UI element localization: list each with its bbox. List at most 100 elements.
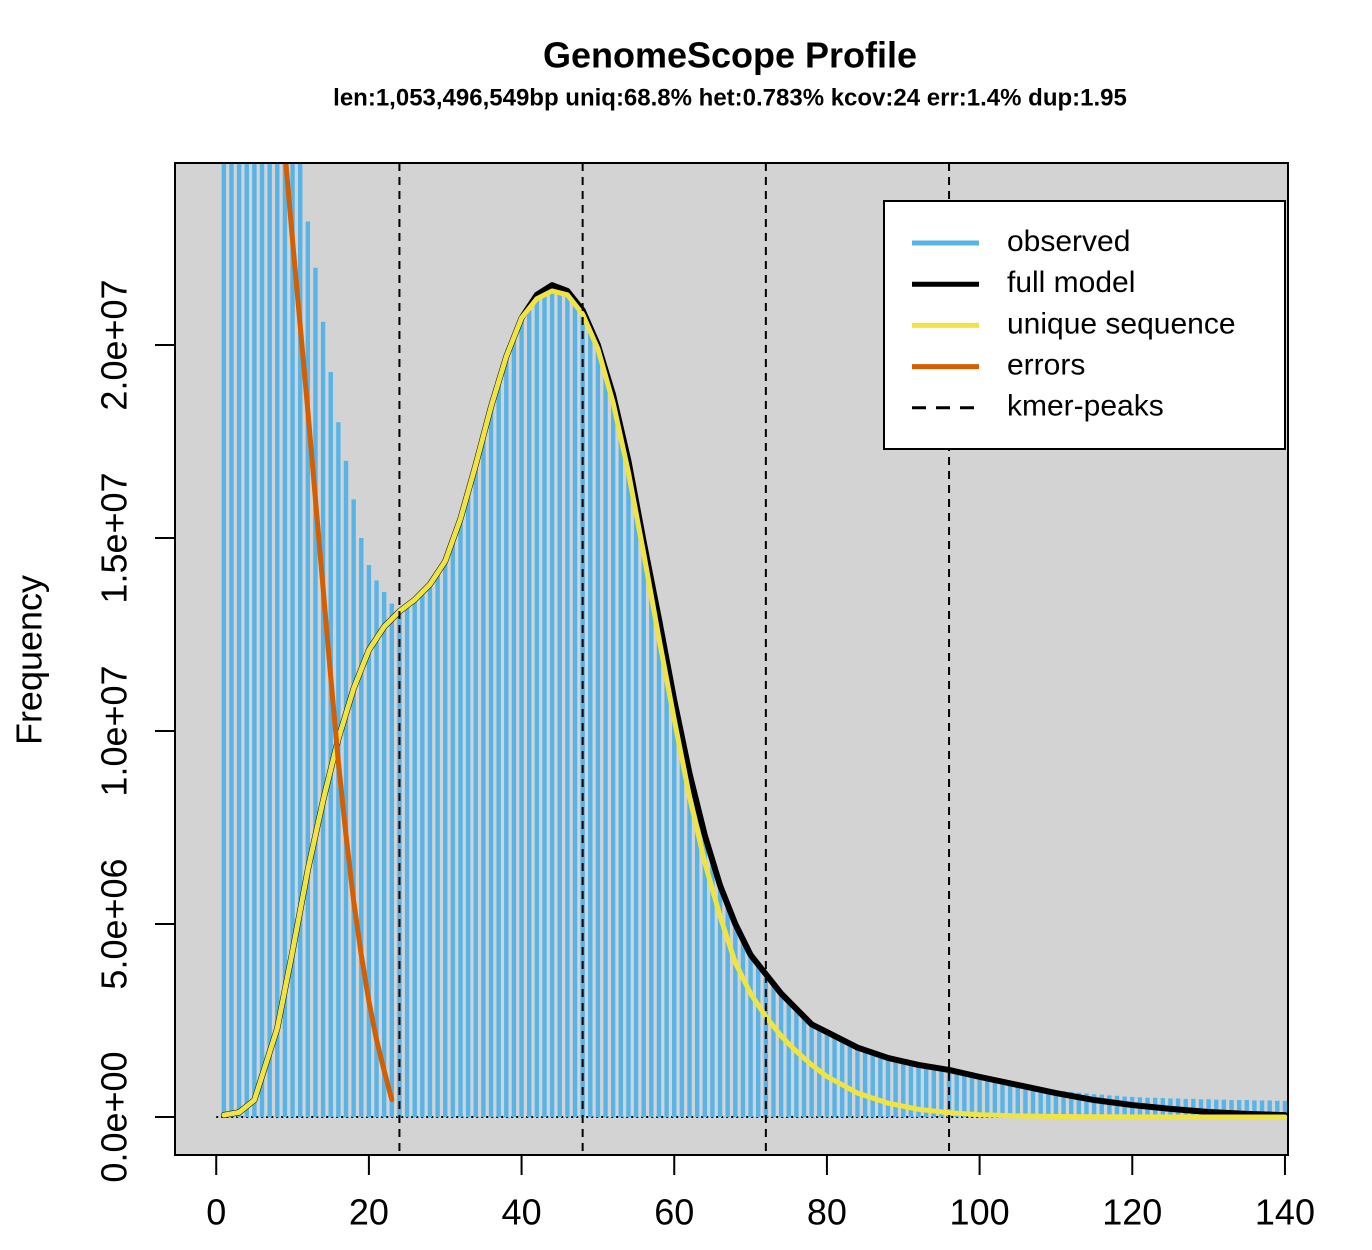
- bar: [557, 287, 562, 1118]
- bar: [389, 603, 394, 1118]
- bar: [1061, 1091, 1066, 1118]
- y-axis-label: Frequency: [9, 575, 50, 745]
- bar: [786, 1001, 791, 1118]
- x-tick-label: 0: [206, 1192, 226, 1233]
- bar: [236, 163, 242, 1118]
- bar: [977, 1076, 982, 1118]
- bar: [1099, 1094, 1104, 1118]
- bar: [259, 163, 265, 1118]
- bar: [1267, 1100, 1272, 1118]
- bar: [878, 1055, 883, 1118]
- bar: [519, 317, 524, 1118]
- bar: [1114, 1095, 1120, 1118]
- y-tick-label: 2.0e+07: [94, 279, 135, 410]
- bar: [366, 565, 372, 1118]
- bar: [1069, 1091, 1074, 1118]
- bar: [588, 325, 593, 1118]
- bar: [275, 163, 280, 1118]
- bar: [1221, 1099, 1227, 1118]
- bar: [1275, 1100, 1280, 1118]
- legend-label: observed: [1007, 225, 1130, 258]
- bar: [313, 267, 318, 1118]
- bar: [931, 1067, 936, 1118]
- bar: [1244, 1100, 1249, 1118]
- plot-area: [216, 163, 1288, 1155]
- bar: [427, 584, 433, 1118]
- bar: [756, 966, 761, 1118]
- bar: [305, 221, 311, 1118]
- x-tick-label: 20: [349, 1192, 389, 1233]
- series-line: [221, 288, 1288, 1120]
- bar: [748, 954, 753, 1118]
- legend-label: full model: [1007, 266, 1135, 299]
- bar: [954, 1071, 959, 1118]
- bar: [1023, 1085, 1028, 1118]
- bar: [1084, 1093, 1089, 1118]
- bar: [1214, 1099, 1219, 1118]
- bar: [252, 163, 257, 1118]
- bar: [664, 661, 669, 1118]
- bar: [1229, 1100, 1234, 1118]
- bar: [985, 1078, 990, 1118]
- bar: [374, 580, 379, 1118]
- bar: [443, 561, 448, 1118]
- bar: [244, 163, 249, 1118]
- legend-label: kmer-peaks: [1007, 390, 1164, 423]
- bar: [465, 491, 471, 1118]
- bar: [381, 592, 387, 1118]
- bar: [282, 163, 288, 1118]
- bar: [855, 1047, 860, 1118]
- axes: 0 20 40 60 80 100 120 140 0.0e+00 5.0e+06 1.0e+07 1…: [94, 279, 1315, 1232]
- bar: [885, 1057, 891, 1118]
- bar: [687, 773, 692, 1118]
- bar: [641, 541, 646, 1118]
- bar: [992, 1079, 998, 1118]
- bar: [1030, 1086, 1036, 1118]
- bar: [771, 985, 776, 1118]
- bar: [565, 290, 570, 1118]
- bar: [297, 163, 303, 1118]
- bar: [809, 1022, 814, 1118]
- bar: [290, 163, 295, 1118]
- bar: [901, 1061, 906, 1118]
- bar: [481, 433, 486, 1118]
- bar: [420, 592, 425, 1118]
- bar: [1259, 1100, 1265, 1118]
- bar: [359, 538, 364, 1118]
- bar: [702, 835, 707, 1118]
- bar: [328, 372, 333, 1118]
- bar: [710, 862, 715, 1118]
- x-tick-label: 120: [1102, 1192, 1162, 1233]
- bar: [1236, 1100, 1242, 1118]
- bar: [534, 294, 540, 1118]
- bar: [633, 499, 639, 1118]
- bar: [1046, 1089, 1051, 1118]
- bar: [229, 163, 234, 1118]
- y-tick-label: 1.5e+07: [94, 472, 135, 603]
- bar: [343, 460, 349, 1118]
- legend: observed full model unique sequence errors k…: [883, 200, 1286, 450]
- bar: [862, 1050, 868, 1118]
- bar: [1198, 1099, 1204, 1118]
- bar: [1015, 1084, 1020, 1118]
- x-tick-label: 60: [654, 1192, 694, 1233]
- bar: [717, 885, 723, 1118]
- bar: [458, 518, 463, 1118]
- bar: [847, 1043, 853, 1118]
- bar: [572, 298, 578, 1118]
- y-tick-label: 1.0e+07: [94, 665, 135, 796]
- bar: [649, 580, 654, 1118]
- bar: [626, 460, 631, 1118]
- bar: [694, 804, 700, 1118]
- bar: [412, 599, 417, 1118]
- bar: [923, 1066, 929, 1118]
- bar: [320, 321, 326, 1118]
- bar: [542, 290, 547, 1118]
- x-tick-label: 80: [807, 1192, 847, 1233]
- bar: [916, 1064, 921, 1118]
- chart-title: GenomeScope Profile: [543, 35, 917, 76]
- bar: [893, 1059, 898, 1118]
- bar: [549, 287, 555, 1118]
- y-tick-label: 0.0e+00: [94, 1051, 135, 1182]
